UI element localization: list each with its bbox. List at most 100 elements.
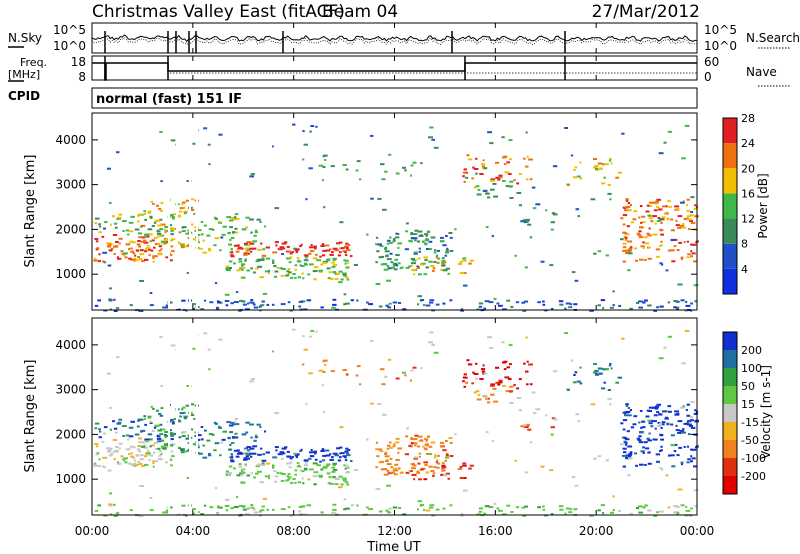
power-data-point	[437, 249, 440, 252]
power-data-point	[203, 224, 207, 227]
power-data-point	[270, 259, 274, 262]
velocity-data-point	[440, 473, 445, 476]
velocity-data-point	[629, 454, 632, 457]
power-data-point	[537, 301, 541, 304]
velocity-data-point	[542, 508, 546, 511]
power-data-point	[129, 304, 133, 307]
power-data-point	[479, 173, 484, 175]
velocity-data-point	[171, 455, 175, 458]
power-data-point	[252, 247, 257, 250]
power-data-point	[181, 299, 186, 302]
power-data-point	[287, 250, 292, 253]
power-data-point	[99, 225, 102, 228]
velocity-data-point	[630, 426, 635, 429]
power-data-point	[671, 260, 676, 263]
power-data-point	[475, 172, 478, 175]
velocity-data-point	[380, 460, 385, 463]
velocity-data-point	[149, 445, 152, 448]
power-data-point	[653, 209, 658, 212]
velocity-data-point	[141, 441, 146, 444]
velocity-data-point	[661, 421, 666, 424]
velocity-data-point	[128, 435, 134, 438]
power-data-point	[253, 271, 256, 274]
power-data-point	[181, 203, 184, 206]
power-data-point	[417, 295, 422, 298]
power-data-point	[281, 253, 284, 255]
velocity-data-point	[424, 448, 428, 451]
velocity-data-point	[345, 373, 349, 376]
velocity-data-point	[417, 435, 423, 438]
power-data-point	[422, 240, 425, 243]
velocity-data-point	[627, 407, 631, 409]
velocity-data-point	[303, 348, 308, 351]
velocity-data-point	[674, 410, 680, 413]
velocity-data-point	[392, 469, 398, 472]
power-data-point	[429, 126, 434, 129]
power-data-point	[377, 243, 382, 246]
velocity-data-point	[485, 431, 489, 434]
velocity-data-point	[255, 472, 259, 475]
power-data-point	[163, 241, 167, 244]
power-data-point	[235, 250, 240, 253]
power-data-point	[414, 239, 417, 242]
power-data-point	[685, 304, 691, 307]
power-data-point	[668, 205, 672, 208]
power-data-point	[252, 240, 258, 243]
power-data-point	[288, 261, 292, 264]
velocity-data-point	[148, 459, 151, 462]
power-data-point	[623, 232, 628, 235]
power-data-point	[410, 233, 416, 236]
velocity-data-point	[320, 511, 324, 514]
power-data-point	[385, 304, 389, 307]
power-data-point	[338, 251, 342, 254]
velocity-data-point	[246, 474, 250, 477]
velocity-data-point	[492, 387, 497, 390]
power-data-point	[315, 125, 318, 128]
velocity-data-point	[622, 419, 628, 422]
power-data-point	[433, 146, 439, 149]
power-data-point	[321, 243, 325, 246]
velocity-data-point	[532, 412, 537, 415]
power-data-point	[446, 247, 449, 250]
power-data-point	[423, 304, 426, 307]
velocity-data-point	[253, 511, 259, 514]
velocity-data-point	[460, 513, 464, 516]
power-data-point	[271, 303, 275, 306]
velocity-data-point	[275, 449, 278, 452]
velocity-data-point	[98, 436, 102, 439]
velocity-data-point	[218, 425, 221, 428]
power-data-point	[601, 182, 606, 185]
power-data-point	[200, 221, 204, 223]
power-data-point	[332, 247, 338, 250]
velocity-data-point	[96, 452, 100, 455]
power-data-point	[122, 230, 125, 232]
power-y-axis-label: Slant Range [km]	[23, 155, 38, 268]
power-data-point	[230, 248, 233, 251]
power-data-point	[229, 226, 233, 229]
freq-left-label-top: Freq.	[20, 56, 47, 69]
power-data-point	[208, 163, 211, 166]
power-data-point	[506, 299, 511, 302]
power-data-point	[395, 254, 400, 256]
velocity-data-point	[475, 390, 480, 393]
velocity-data-point	[332, 503, 337, 506]
velocity-data-point	[207, 348, 211, 351]
power-data-point	[673, 300, 678, 302]
velocity-data-point	[339, 446, 343, 449]
power-data-point	[683, 217, 688, 220]
velocity-data-point	[677, 488, 683, 491]
power-data-point	[289, 252, 293, 255]
power-data-point	[339, 247, 342, 250]
velocity-data-point	[409, 379, 412, 382]
power-data-point	[244, 247, 249, 250]
velocity-data-point	[647, 419, 652, 422]
velocity-data-point	[655, 453, 661, 456]
power-data-point	[326, 258, 331, 261]
power-data-point	[564, 127, 568, 129]
power-data-point	[469, 259, 474, 262]
colorbar-segment	[723, 268, 737, 294]
power-data-point	[264, 225, 267, 228]
power-data-point	[137, 256, 140, 258]
power-data-point	[385, 255, 389, 258]
velocity-data-point	[676, 412, 680, 415]
